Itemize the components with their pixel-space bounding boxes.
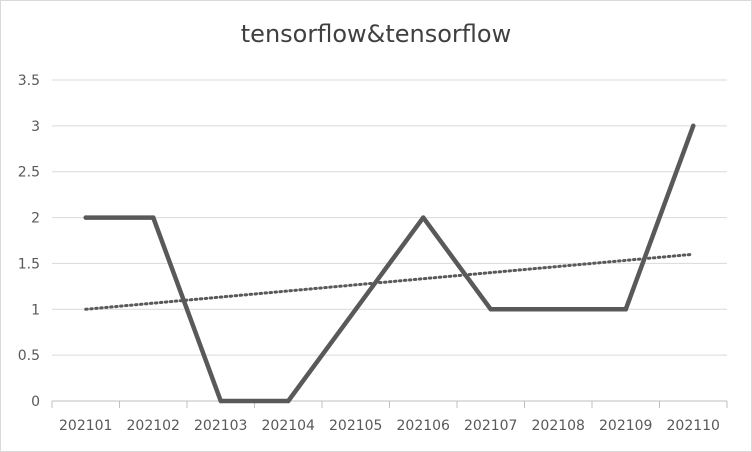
x-tick-label: 202102 bbox=[127, 418, 180, 434]
y-tick-label: 3 bbox=[31, 119, 40, 135]
y-tick-label: 2.5 bbox=[18, 165, 40, 181]
y-tick-label: 3.5 bbox=[18, 73, 40, 89]
data-point bbox=[218, 398, 223, 404]
y-tick-label: 1 bbox=[31, 302, 40, 318]
series-lines bbox=[83, 123, 696, 404]
data-point bbox=[151, 215, 156, 220]
chart-title: tensorflow&tensorflow bbox=[240, 20, 512, 48]
data-point bbox=[691, 123, 696, 129]
data-point bbox=[488, 307, 493, 312]
linear-trendline bbox=[84, 252, 695, 311]
y-tick-label: 0.5 bbox=[18, 348, 40, 364]
y-tick-label: 0 bbox=[31, 394, 40, 410]
data-point bbox=[353, 307, 358, 312]
data-point bbox=[286, 398, 291, 404]
x-tick-label: 202104 bbox=[262, 418, 316, 434]
data-point bbox=[83, 215, 88, 220]
y-tick-label: 1.5 bbox=[18, 256, 40, 272]
x-tick-label: 202107 bbox=[464, 418, 517, 434]
data-point bbox=[556, 307, 561, 312]
x-tick-label: 202109 bbox=[599, 418, 652, 434]
x-tick-label: 202101 bbox=[59, 418, 112, 434]
x-tick-label: 202103 bbox=[194, 418, 247, 434]
x-axis-ticks: 202101 202102 202103 202104 202105 202106 2021… bbox=[59, 418, 720, 434]
x-tick-label: 202106 bbox=[397, 418, 451, 434]
data-point bbox=[623, 307, 628, 312]
y-tick-label: 2 bbox=[31, 211, 40, 227]
x-axis bbox=[51, 400, 728, 408]
data-point bbox=[421, 215, 426, 220]
x-tick-label: 202108 bbox=[532, 418, 585, 434]
x-tick-label: 202105 bbox=[329, 418, 382, 434]
x-tick-label: 202110 bbox=[667, 418, 720, 434]
series-line-0 bbox=[83, 123, 696, 404]
trendline bbox=[84, 252, 695, 311]
y-axis-ticks: 0 0.5 1 1.5 2 2.5 3 3.5 bbox=[18, 73, 40, 410]
